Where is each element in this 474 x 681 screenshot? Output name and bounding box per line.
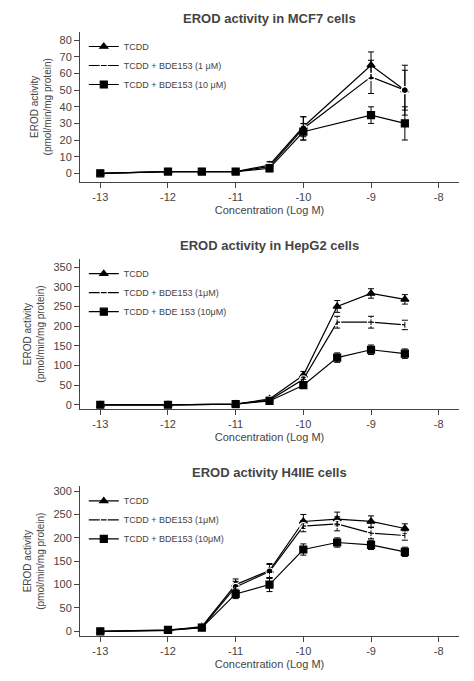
svg-text:-9: -9 bbox=[366, 645, 376, 657]
svg-text:-10: -10 bbox=[295, 645, 311, 657]
svg-text:TCDD + BDE153 (1μM): TCDD + BDE153 (1μM) bbox=[124, 288, 219, 298]
svg-text:Concentration (Log M): Concentration (Log M) bbox=[215, 431, 324, 443]
svg-text:30: 30 bbox=[60, 117, 72, 129]
svg-text:10: 10 bbox=[60, 151, 72, 163]
svg-text:200: 200 bbox=[53, 532, 71, 544]
svg-text:0: 0 bbox=[66, 399, 72, 411]
svg-text:20: 20 bbox=[60, 134, 72, 146]
svg-text:TCDD + BDE153 (1μM): TCDD + BDE153 (1μM) bbox=[124, 515, 219, 525]
svg-text:-10: -10 bbox=[295, 191, 311, 203]
svg-text:-8: -8 bbox=[434, 645, 444, 657]
svg-text:TCDD + BDE153 (10μM): TCDD + BDE153 (10μM) bbox=[124, 534, 224, 544]
svg-text:-9: -9 bbox=[366, 191, 376, 203]
svg-text:EROD activity in MCF7 cells: EROD activity in MCF7 cells bbox=[183, 11, 356, 26]
svg-text:70: 70 bbox=[60, 51, 72, 63]
svg-text:100: 100 bbox=[53, 578, 71, 590]
svg-text:EROD activity(pmol/min/mg prot: EROD activity(pmol/min/mg protein) bbox=[22, 513, 46, 610]
svg-text:150: 150 bbox=[53, 340, 71, 352]
svg-text:TCDD + BDE153 (10 μM): TCDD + BDE153 (10 μM) bbox=[124, 80, 226, 90]
svg-text:-13: -13 bbox=[92, 645, 108, 657]
svg-text:TCDD + BDE 153 (10μM): TCDD + BDE 153 (10μM) bbox=[124, 307, 226, 317]
svg-text:-12: -12 bbox=[160, 191, 176, 203]
svg-text:Concentration (Log M): Concentration (Log M) bbox=[215, 204, 324, 216]
svg-text:Concentration (Log M): Concentration (Log M) bbox=[215, 658, 324, 670]
svg-text:0: 0 bbox=[66, 167, 72, 179]
svg-text:50: 50 bbox=[60, 84, 72, 96]
svg-text:200: 200 bbox=[53, 320, 71, 332]
svg-text:-11: -11 bbox=[228, 191, 243, 203]
svg-text:-11: -11 bbox=[228, 645, 243, 657]
svg-text:EROD activity H4IIE cells: EROD activity H4IIE cells bbox=[192, 465, 347, 480]
svg-text:TCDD: TCDD bbox=[124, 269, 149, 279]
svg-text:100: 100 bbox=[53, 359, 71, 371]
svg-text:0: 0 bbox=[66, 625, 72, 637]
svg-text:50: 50 bbox=[60, 602, 72, 614]
svg-text:EROD activity(pmol/min/mg prot: EROD activity(pmol/min/mg protein) bbox=[29, 58, 53, 155]
svg-text:40: 40 bbox=[60, 101, 72, 113]
svg-text:-13: -13 bbox=[92, 191, 108, 203]
svg-text:-8: -8 bbox=[434, 191, 444, 203]
svg-text:60: 60 bbox=[60, 67, 72, 79]
svg-text:250: 250 bbox=[53, 508, 71, 520]
svg-text:350: 350 bbox=[53, 261, 71, 273]
svg-text:TCDD: TCDD bbox=[124, 496, 149, 506]
svg-text:-8: -8 bbox=[434, 418, 444, 430]
svg-text:-13: -13 bbox=[92, 418, 108, 430]
svg-text:-12: -12 bbox=[160, 645, 176, 657]
svg-text:-10: -10 bbox=[295, 418, 311, 430]
svg-text:250: 250 bbox=[53, 300, 71, 312]
svg-text:300: 300 bbox=[53, 485, 71, 497]
svg-text:TCDD + BDE153 (1 μM): TCDD + BDE153 (1 μM) bbox=[124, 61, 221, 71]
svg-text:150: 150 bbox=[53, 555, 71, 567]
svg-text:EROD activity in HepG2 cells: EROD activity in HepG2 cells bbox=[180, 238, 359, 253]
svg-text:-9: -9 bbox=[366, 418, 376, 430]
svg-text:-12: -12 bbox=[160, 418, 176, 430]
svg-text:300: 300 bbox=[53, 281, 71, 293]
svg-text:50: 50 bbox=[60, 379, 72, 391]
svg-text:-11: -11 bbox=[228, 418, 243, 430]
svg-text:80: 80 bbox=[60, 34, 72, 46]
svg-text:EROD activity(pmol/min/mg prot: EROD activity(pmol/min/mg protein) bbox=[22, 285, 46, 382]
svg-text:TCDD: TCDD bbox=[124, 42, 149, 52]
